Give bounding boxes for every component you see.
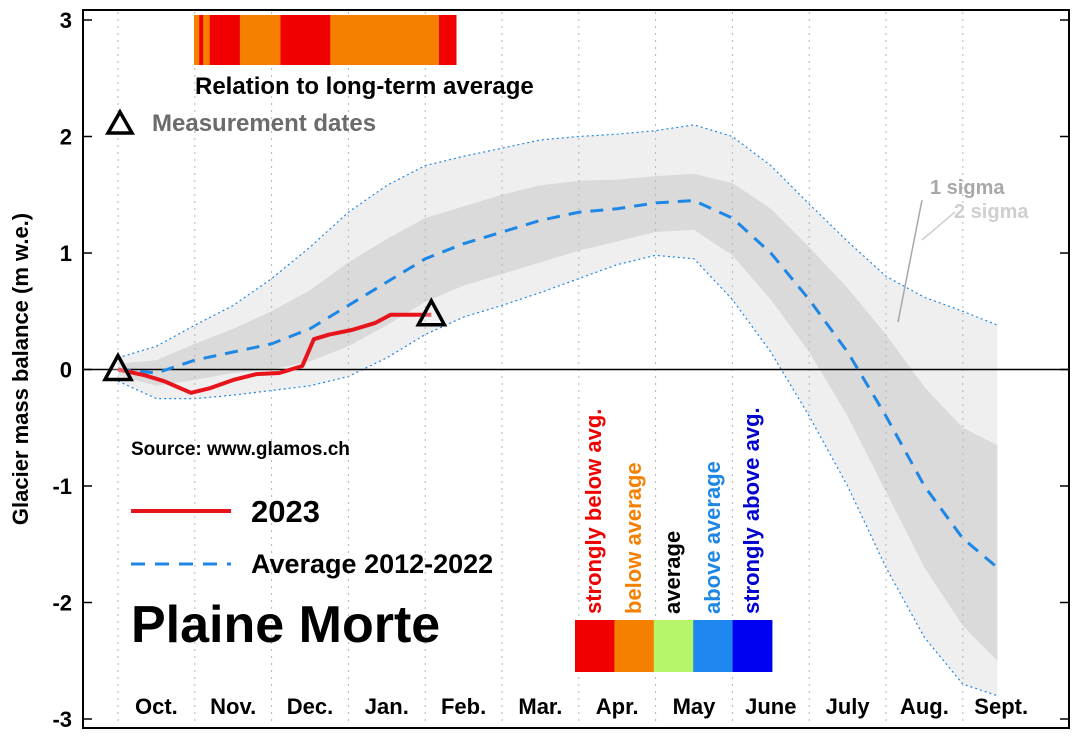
measurement-marker-0 <box>102 351 134 382</box>
glacier-name: Plaine Morte <box>131 596 440 654</box>
measurement-marker-1 <box>415 297 448 327</box>
y-tick-label-2: 1 <box>60 241 72 266</box>
category-legend-boxes <box>575 620 773 672</box>
category-legend-labels: strongly below avg. below average average a… <box>581 407 764 614</box>
x-tick-label-8: June <box>745 694 796 719</box>
series-average-line <box>117 199 999 569</box>
relation-bar-segment-4 <box>239 15 281 65</box>
category-box-3 <box>693 620 733 672</box>
measurement-legend-label: Measurement dates <box>152 110 376 137</box>
band-2-sigma-upper-edge <box>117 124 998 359</box>
x-axis-month-labels: Oct. Nov. Dec. Jan. Feb. Mar. Apr. May June July A… <box>135 694 1028 719</box>
y-tick-label-1: 2 <box>60 125 72 150</box>
relation-bar-segment-2 <box>203 15 211 65</box>
relation-bar-title: Relation to long-term average <box>195 73 534 100</box>
series-2023-line <box>117 312 432 395</box>
x-tick-label-1: Nov. <box>210 694 256 719</box>
relation-bar-segment-6 <box>330 15 440 65</box>
y-tick-label-4: -1 <box>52 474 72 499</box>
relation-bar <box>194 15 457 65</box>
source-text: Source: www.glamos.ch <box>131 439 350 460</box>
x-tick-label-0: Oct. <box>135 694 178 719</box>
category-label-0: strongly below avg. <box>581 409 606 614</box>
measurement-legend-triangle-icon <box>104 108 136 135</box>
sigma-bands <box>117 124 998 697</box>
y-axis-label: Glacier mass balance (m w.e.) <box>8 213 33 525</box>
relation-bar-segment-5 <box>280 15 331 65</box>
y-tick-label-3: 0 <box>60 358 72 383</box>
y-tick-label-6: -3 <box>52 707 72 732</box>
band-2-sigma-lower-edge <box>117 254 998 697</box>
category-label-4: strongly above avg. <box>739 407 764 614</box>
sigma-pointer-1 <box>897 199 923 323</box>
relation-bar-segment-3 <box>209 15 241 65</box>
x-tick-label-4: Feb. <box>441 694 486 719</box>
series-lines <box>117 199 999 569</box>
category-label-2: average <box>660 531 685 614</box>
category-box-2 <box>653 620 694 672</box>
sigma-label-1: 1 sigma <box>930 177 1005 199</box>
relation-bar-segment-0 <box>194 15 200 65</box>
y-tick-label-0: 3 <box>60 8 72 33</box>
category-label-3: above average <box>700 461 725 614</box>
relation-bar-segment-7 <box>438 15 457 65</box>
x-tick-label-9: July <box>826 694 871 719</box>
y-tick-label-5: -2 <box>52 591 72 616</box>
x-tick-label-2: Dec. <box>287 694 333 719</box>
x-tick-label-3: Jan. <box>365 694 409 719</box>
category-box-0 <box>575 620 615 672</box>
legend-label-2023: 2023 <box>251 494 320 529</box>
legend-label-average: Average 2012-2022 <box>251 549 493 579</box>
x-tick-label-11: Sept. <box>974 694 1028 719</box>
y-axis-ticks: 3 2 1 0 -1 -2 -3 <box>52 8 1069 732</box>
x-tick-label-10: Aug. <box>900 694 949 719</box>
band-1-sigma <box>118 173 998 661</box>
relation-bar-segment-1 <box>199 15 204 65</box>
x-tick-label-6: Apr. <box>596 694 639 719</box>
category-box-4 <box>732 620 773 672</box>
sigma-pointer-2 <box>921 211 956 241</box>
x-tick-label-7: May <box>673 694 717 719</box>
category-box-1 <box>614 620 655 672</box>
sigma-label-2: 2 sigma <box>954 201 1029 223</box>
x-tick-label-5: Mar. <box>518 694 562 719</box>
category-label-1: below average <box>621 462 646 614</box>
measurement-markers <box>102 297 448 382</box>
